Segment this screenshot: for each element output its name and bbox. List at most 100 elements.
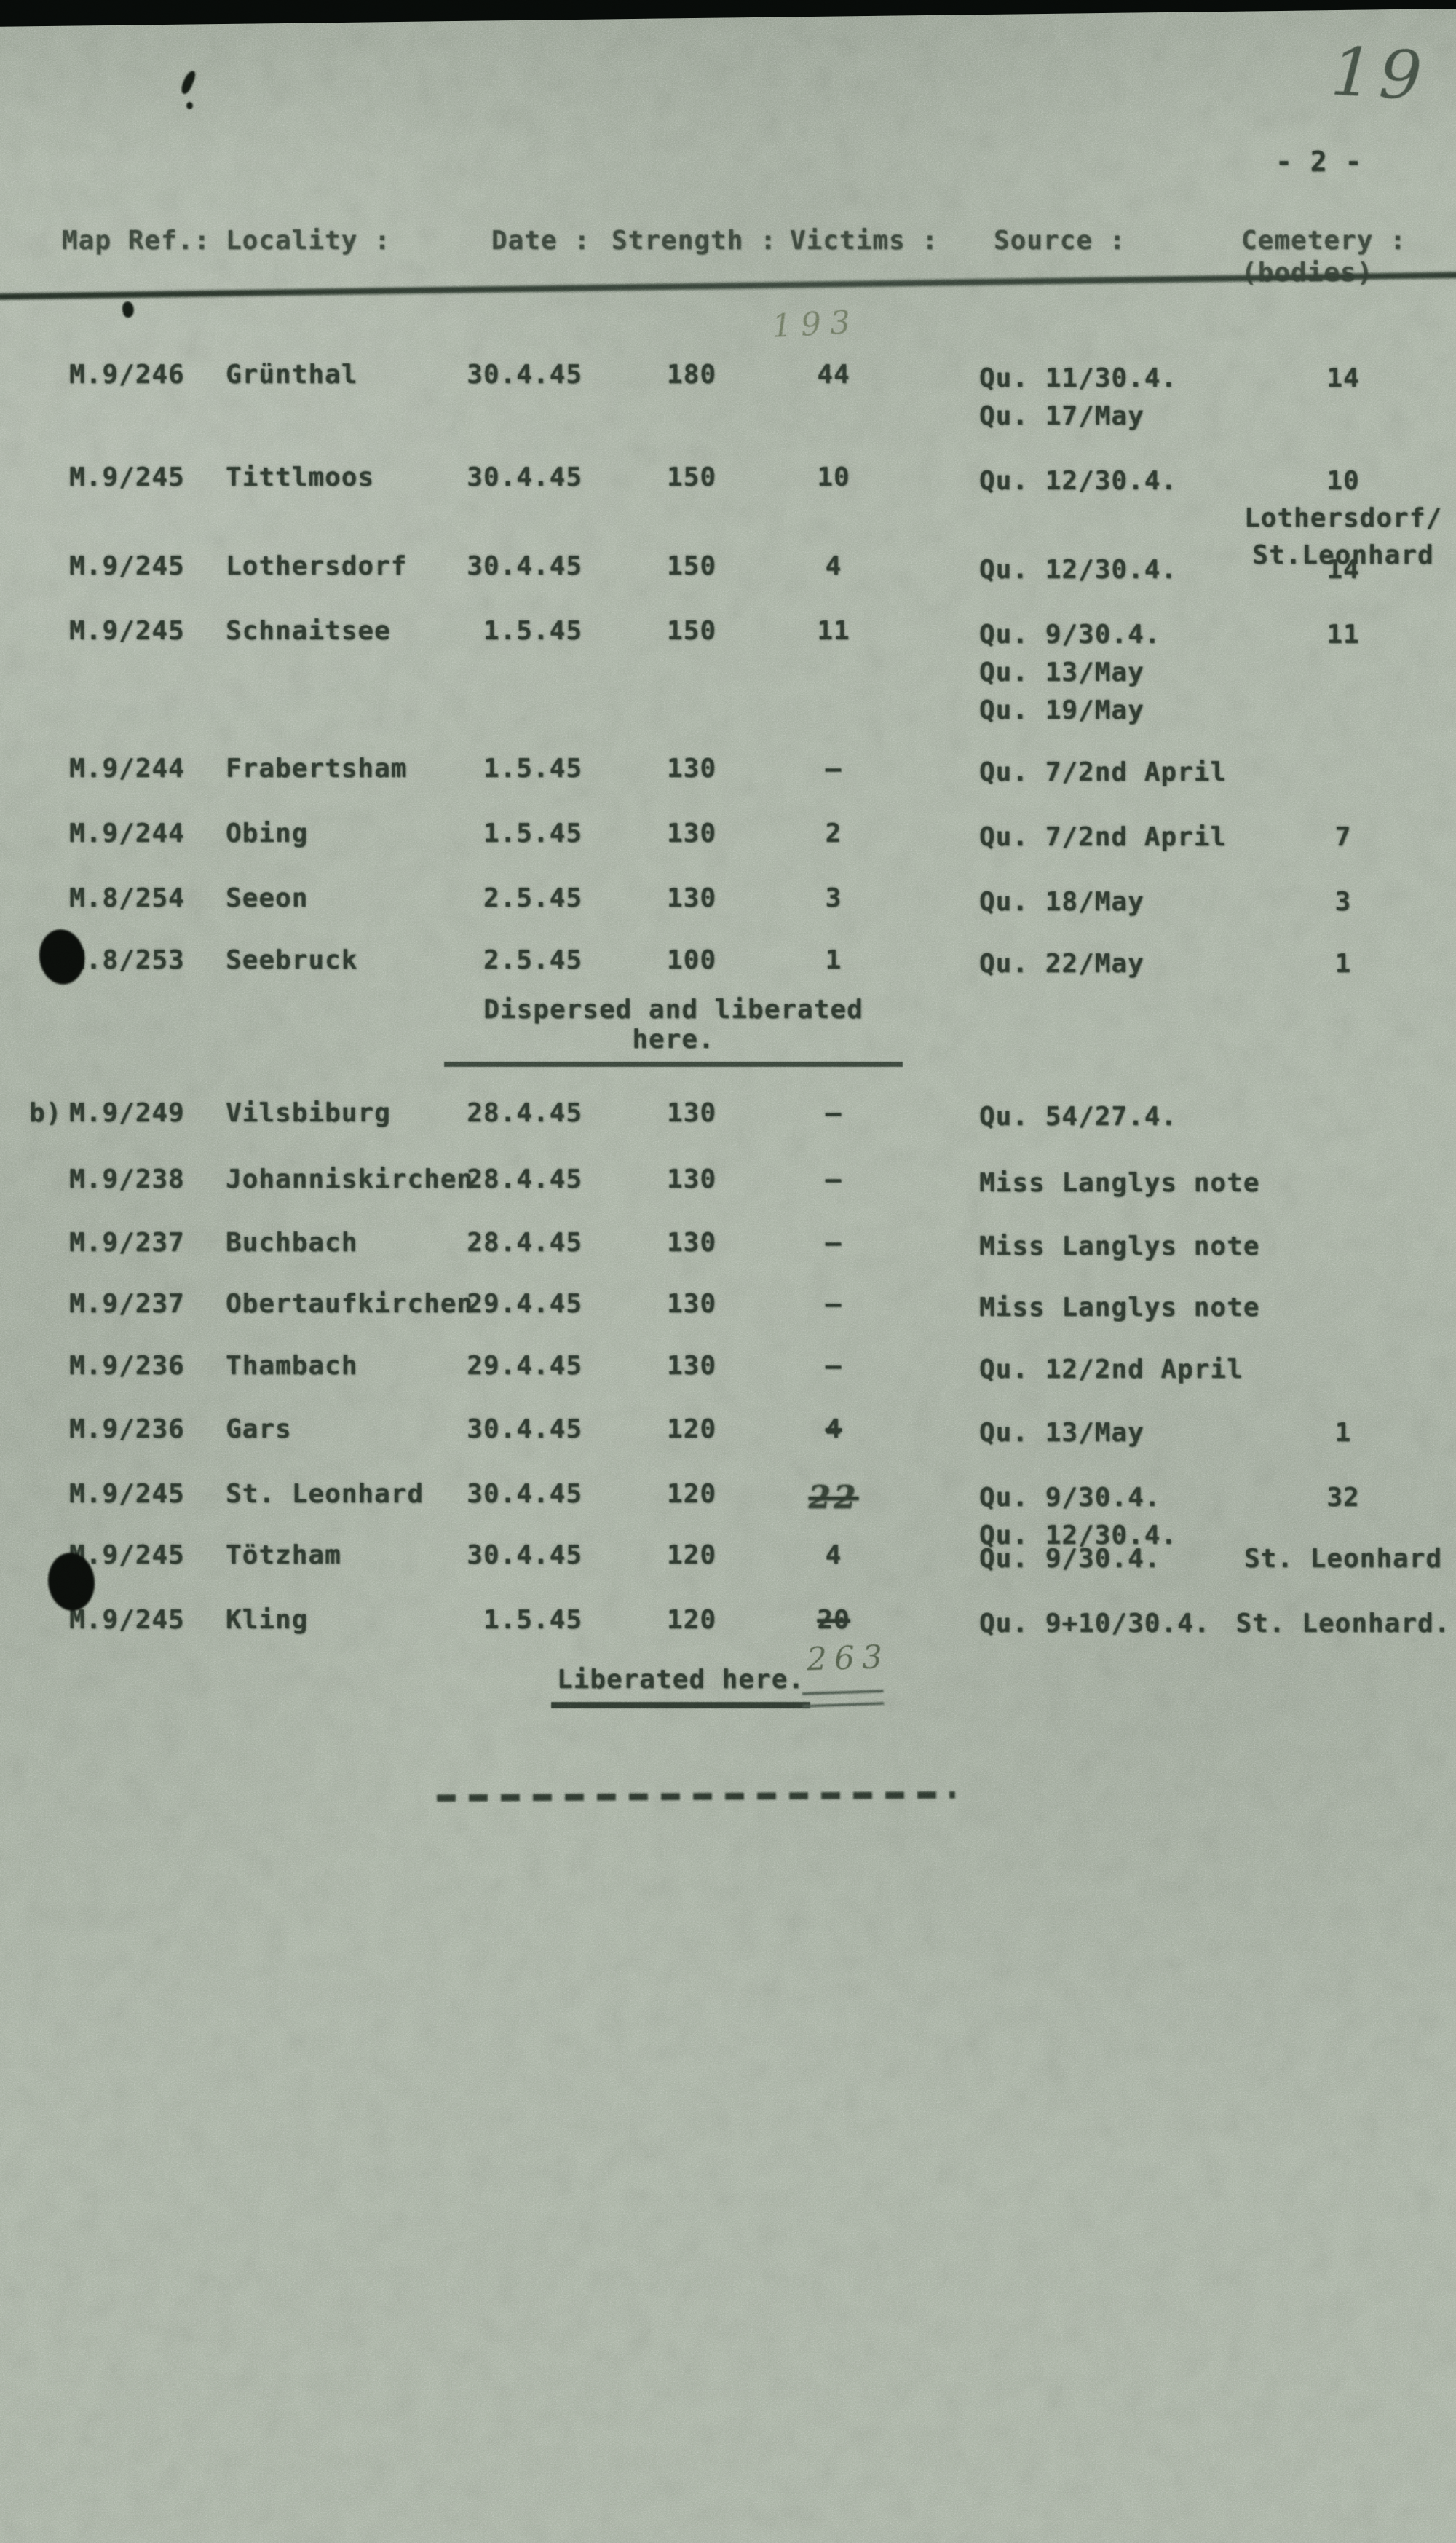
source-line: Qu. 12/30.4. [979,466,1178,496]
header-strength: Strength : [612,226,777,256]
victims-cell: 22 [808,1479,859,1516]
source-cell: Qu. 9+10/30.4. [979,1605,1210,1643]
cemetery-line: 11 [1326,620,1360,650]
date-cell: 29.4.45 [467,1351,582,1381]
locality-cell: St. Leonhard [226,1479,424,1509]
source-cell: Qu. 18/May [979,883,1144,921]
header-locality: Locality : [226,226,391,256]
source-line: Qu. 11/30.4. [979,363,1178,393]
strength-cell: 130 [666,819,717,848]
source-cell: Qu. 7/2nd April [979,819,1227,856]
punch-hole [36,926,88,987]
source-line: Qu. 19/May [979,695,1144,726]
cemetery-cell: 14 [1201,551,1456,588]
cemetery-line: 1 [1334,949,1352,979]
strength-cell: 180 [666,360,717,390]
header-cemetery: Cemetery : [1241,226,1406,256]
locality-cell: Tötzham [226,1540,341,1570]
map-ref-cell: M.9/245 [69,462,185,492]
locality-cell: Schnaitsee [226,616,391,646]
dashed-separator [436,1791,956,1802]
strength-cell: 130 [666,1289,717,1319]
victims-cell: 2 [825,819,842,848]
source-cell: Qu. 13/May [979,1414,1144,1452]
map-ref-cell: M.9/249 [69,1098,185,1128]
map-ref-cell: M.9/245 [69,616,185,646]
victims-cell: 11 [817,616,850,646]
map-ref-cell: M.9/236 [69,1414,185,1444]
strength-cell: 120 [666,1540,717,1570]
locality-cell: Buchbach [226,1228,358,1258]
cemetery-cell: 1 [1201,945,1456,982]
header-map-ref: Map Ref.: [62,226,211,256]
cemetery-line: St. Leonhard. [1235,1609,1451,1639]
map-ref-cell: M.9/244 [69,819,185,848]
handwritten-total-top: 193 [770,303,860,346]
source-line: Miss Langlys note [979,1231,1260,1261]
victims-cell: 3 [825,883,842,913]
map-ref-cell: M.9/245 [69,1605,185,1635]
locality-cell: Obing [226,819,309,848]
source-line: Qu. 22/May [979,949,1144,979]
victims-cell: — [825,1228,842,1258]
source-cell: Qu. 9/30.4. Qu. 13/May Qu. 19/May [979,616,1160,730]
map-ref-cell: M.8/253 [69,945,185,975]
date-cell: 1.5.45 [483,616,582,646]
source-cell: Qu. 7/2nd April [979,754,1227,792]
map-ref-cell: M.8/254 [69,883,185,913]
victims-cell: 20 [817,1605,850,1635]
source-line: Qu. 12/30.4. [979,555,1178,585]
victims-cell: — [825,1098,842,1128]
handwritten-double-underline [802,1690,885,1708]
source-cell: Miss Langlys note [979,1289,1259,1327]
locality-cell: Kling [226,1605,309,1635]
date-cell: 30.4.45 [467,551,582,581]
victims-cell: 44 [817,360,850,390]
source-line: Qu. 13/May [979,658,1144,688]
source-line: Qu. 9/30.4. [979,1544,1161,1574]
strength-cell: 130 [666,1228,717,1258]
header-source: Source : [994,226,1126,256]
victims-cell: 10 [817,462,850,492]
strength-cell: 150 [666,551,717,581]
section-divider-liberated: Liberated here. [542,1665,819,1708]
victims-cell: — [825,754,842,784]
cemetery-cell: 7 [1201,819,1456,856]
cemetery-cell: 1 [1201,1414,1456,1451]
date-cell: 2.5.45 [483,945,582,975]
date-cell: 30.4.45 [467,360,582,390]
map-ref-cell: M.9/246 [69,360,185,390]
cemetery-cell: 3 [1201,883,1456,920]
victims-cell: 4 [825,551,842,581]
victims-cell: — [825,1289,842,1319]
source-line: Qu. 9/30.4. [979,620,1161,650]
map-ref-cell: M.9/245 [69,551,185,581]
date-cell: 2.5.45 [483,883,582,913]
divider-text: Dispersed and liberated here. [444,995,903,1067]
locality-cell: Grünthal [226,360,358,390]
source-cell: Miss Langlys note [979,1164,1259,1202]
map-ref-cell: M.9/238 [69,1164,185,1194]
cemetery-line: 32 [1326,1483,1360,1513]
date-cell: 29.4.45 [467,1289,582,1319]
date-cell: 28.4.45 [467,1098,582,1128]
date-cell: 30.4.45 [467,1540,582,1570]
victims-cell: 4 [825,1540,842,1570]
locality-cell: Seebruck [226,945,358,975]
handwritten-page-number: 19 [1329,32,1430,116]
strength-cell: 130 [666,1164,717,1194]
source-cell: Qu. 12/30.4. [979,551,1177,589]
strength-cell: 120 [666,1414,717,1444]
locality-cell: Seeon [226,883,309,913]
date-cell: 30.4.45 [467,1479,582,1509]
locality-cell: Vilsbiburg [226,1098,391,1128]
map-ref-cell: M.9/237 [69,1228,185,1258]
cemetery-line: 3 [1334,887,1352,917]
cemetery-line: 14 [1326,555,1360,585]
victims-cell: 1 [825,945,842,975]
date-cell: 1.5.45 [483,819,582,848]
ink-speck [120,300,136,319]
strength-cell: 100 [666,945,717,975]
cemetery-cell: St. Leonhard. [1201,1605,1456,1642]
